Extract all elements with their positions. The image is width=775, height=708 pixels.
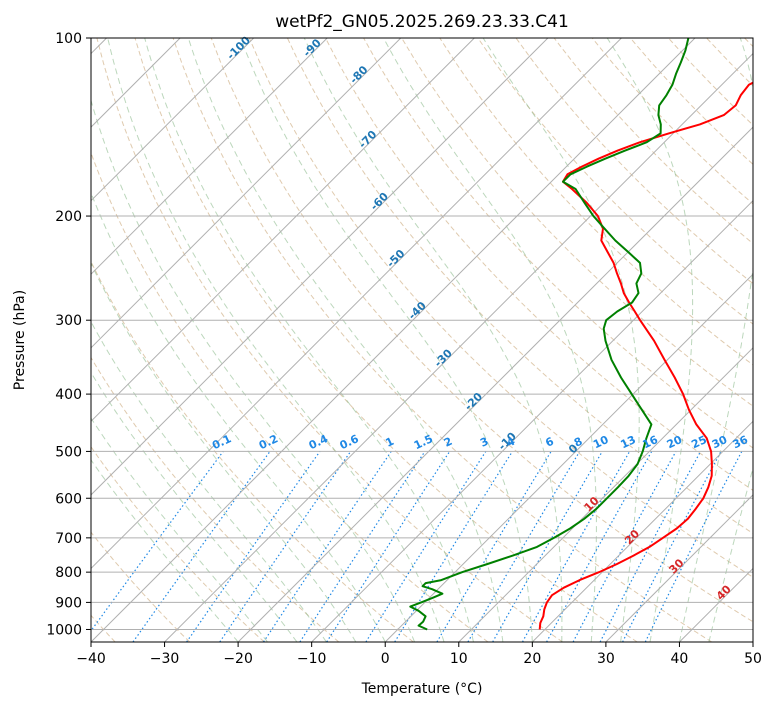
dry-adiabat-line — [96, 38, 563, 642]
skewed-isotherm — [91, 38, 549, 496]
x-tick-label: 30 — [597, 651, 615, 667]
moist-adiabat-line — [91, 262, 357, 642]
x-tick-label: −20 — [223, 651, 253, 667]
skewed-isotherm — [91, 38, 255, 202]
dry-adiabat-line — [91, 356, 340, 642]
x-tick-label: 50 — [744, 651, 762, 667]
sounding-series — [409, 38, 753, 631]
sounding-series-1 — [409, 38, 690, 631]
mixing-ratio-line — [299, 451, 426, 642]
skewed-isotherm — [531, 420, 753, 642]
skewed-isotherm — [91, 38, 622, 570]
dry-adiabat-line — [325, 38, 753, 491]
y-tick-label: 100 — [55, 31, 82, 47]
skewed-isotherm — [311, 199, 753, 642]
mixing-ratio-line — [326, 451, 451, 642]
isobar-gridlines — [91, 38, 753, 630]
skewed-isotherm — [384, 273, 753, 642]
x-tick-label: 10 — [450, 651, 468, 667]
skewed-isotherm — [164, 52, 753, 642]
dry-adiabat-line — [172, 38, 713, 642]
dry-adiabat-line — [134, 38, 638, 642]
mixing-ratio-line — [644, 451, 743, 642]
y-tick-label: 900 — [55, 595, 82, 611]
y-tick-label: 600 — [55, 491, 82, 507]
isopleth-label: 30 — [710, 433, 730, 451]
x-tick-label: 20 — [523, 651, 541, 667]
y-tick-label: 400 — [55, 387, 82, 403]
y-tick-label: 200 — [55, 209, 82, 225]
y-tick-label: 700 — [55, 531, 82, 547]
skewed-isotherm — [237, 126, 753, 642]
skewed-isotherm — [91, 38, 696, 642]
moist-adiabat-line — [482, 38, 640, 642]
moist-adiabat-line — [144, 38, 474, 642]
moist-adiabat-line — [91, 371, 298, 642]
x-tick-label: 40 — [671, 651, 689, 667]
mixing-ratio-line — [521, 451, 631, 642]
mixing-ratio-lines — [91, 451, 743, 642]
plot-area — [91, 38, 753, 642]
x-tick-label: 0 — [381, 651, 390, 667]
dry-adiabat-line — [477, 38, 753, 325]
moist-adiabat-line — [91, 458, 239, 642]
dry-adiabat-line — [210, 38, 753, 623]
plot-frame — [90, 37, 754, 643]
isopleth-label: 20 — [665, 433, 685, 451]
dry-adiabat-line — [91, 151, 489, 642]
moist-adiabat-line — [187, 38, 504, 642]
y-tick-label: 800 — [55, 565, 82, 581]
moist-adiabat-line — [91, 191, 386, 642]
dry-adiabat-line — [248, 38, 753, 578]
y-axis-ticks: 100 200 300 400 500 600 700 800 900 1000 — [46, 31, 91, 638]
mixing-ratio-line — [262, 451, 392, 642]
x-tick-label: −30 — [150, 651, 180, 667]
mixing-ratio-line — [186, 451, 321, 642]
moist-adiabat-line — [91, 417, 268, 642]
moist-adiabat-line — [303, 38, 563, 642]
mixing-ratio-line — [91, 451, 224, 632]
mixing-ratio-line — [394, 451, 513, 642]
skewed-isotherm — [91, 38, 328, 275]
y-tick-label: 1000 — [46, 622, 82, 638]
mixing-ratio-line — [572, 451, 677, 642]
chart-title: wetPf2_GN05.2025.269.23.33.C41 — [275, 12, 569, 32]
dry-adiabat-line — [515, 38, 753, 285]
moist-adiabat-line — [383, 38, 597, 642]
mixing-ratio-line — [546, 451, 653, 642]
y-tick-label: 300 — [55, 313, 82, 329]
dry-adiabat-line — [91, 445, 265, 642]
mixing-ratio-line — [219, 451, 352, 642]
x-tick-label: −40 — [76, 651, 106, 667]
skewed-isotherm — [605, 494, 753, 642]
moist-adiabat-line — [240, 38, 533, 642]
skewed-isotherms — [91, 38, 753, 642]
x-axis-title: Temperature (°C) — [361, 681, 483, 697]
dry-adiabat-line — [401, 38, 753, 407]
skewed-isotherm — [91, 38, 402, 349]
isopleth-label: 25 — [689, 433, 708, 451]
skewed-isotherm — [458, 347, 753, 642]
x-tick-label: −10 — [297, 651, 327, 667]
dry-adiabat-line — [91, 531, 191, 642]
isopleth-label: 16 — [641, 433, 661, 451]
y-tick-label: 500 — [55, 444, 82, 460]
isopleth-label: 36 — [731, 433, 751, 451]
moist-adiabat-line — [606, 38, 694, 642]
moist-adiabat-line — [678, 38, 753, 642]
moist-adiabat-line — [708, 465, 753, 642]
skewed-isotherm — [91, 38, 475, 423]
sounding-series-0 — [538, 81, 753, 630]
x-axis-ticks: −40 −30 −20 −10 0 10 20 30 40 50 — [76, 642, 762, 667]
dry-adiabats — [91, 38, 753, 642]
y-axis-title: Pressure (hPa) — [12, 290, 28, 390]
moist-adiabat-line — [91, 320, 327, 642]
isopleth-label: 10 — [591, 433, 611, 451]
isopleth-label: 13 — [618, 433, 637, 451]
